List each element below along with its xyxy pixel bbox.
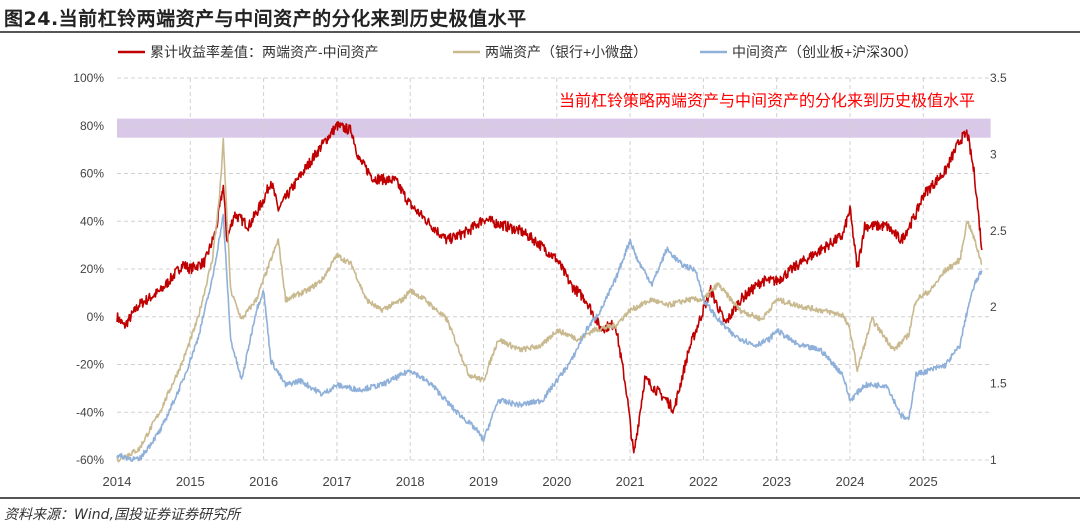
y-right-tick-label: 1 [990,453,997,467]
y-left-tick-label: 0% [87,310,105,324]
series-line-1 [116,120,983,454]
x-tick-label: 2020 [542,474,571,489]
title-divider [0,31,1080,33]
series-line-3 [116,213,983,463]
y-left-tick-label: 80% [80,119,104,133]
y-left-tick-label: 100% [73,71,104,85]
y-left-tick-label: -20% [76,358,104,372]
x-tick-label: 2014 [103,474,132,489]
y-left-tick-label: 20% [80,262,104,276]
figure-title: 图24.当前杠铃两端资产与中间资产的分化来到历史极值水平 [4,8,527,30]
x-tick-label: 2016 [249,474,278,489]
footer-divider [0,497,1080,499]
x-tick-label: 2025 [909,474,938,489]
x-tick-label: 2018 [396,474,425,489]
legend-label-1: 累计收益率差值：两端资产-中间资产 [150,44,379,60]
y-left-tick-label: -40% [76,405,104,419]
x-tick-label: 2022 [689,474,718,489]
y-left-tick-label: 60% [80,167,104,181]
x-tick-label: 2024 [836,474,865,489]
x-tick-label: 2017 [322,474,351,489]
y-right-tick-label: 2.5 [990,224,1007,238]
highlight-band [117,118,991,138]
y-left-tick-label: -60% [76,453,104,467]
x-tick-label: 2015 [176,474,205,489]
y-right-tick-label: 3 [990,147,997,161]
x-tick-label: 2019 [469,474,498,489]
series-line-2 [116,137,983,463]
chart-annotation: 当前杠铃策略两端资产与中间资产的分化来到历史极值水平 [559,92,975,110]
y-right-tick-label: 1.5 [990,377,1007,391]
legend-label-2: 两端资产（银行+小微盘） [485,44,647,60]
y-right-tick-label: 2 [990,300,997,314]
legend-label-3: 中间资产（创业板+沪深300） [732,44,918,60]
source-note: 资料来源：Wind,国投证券证券研究所 [4,507,240,523]
x-tick-label: 2023 [762,474,791,489]
y-right-tick-label: 3.5 [990,71,1007,85]
y-left-tick-label: 40% [80,214,104,228]
x-tick-label: 2021 [616,474,645,489]
